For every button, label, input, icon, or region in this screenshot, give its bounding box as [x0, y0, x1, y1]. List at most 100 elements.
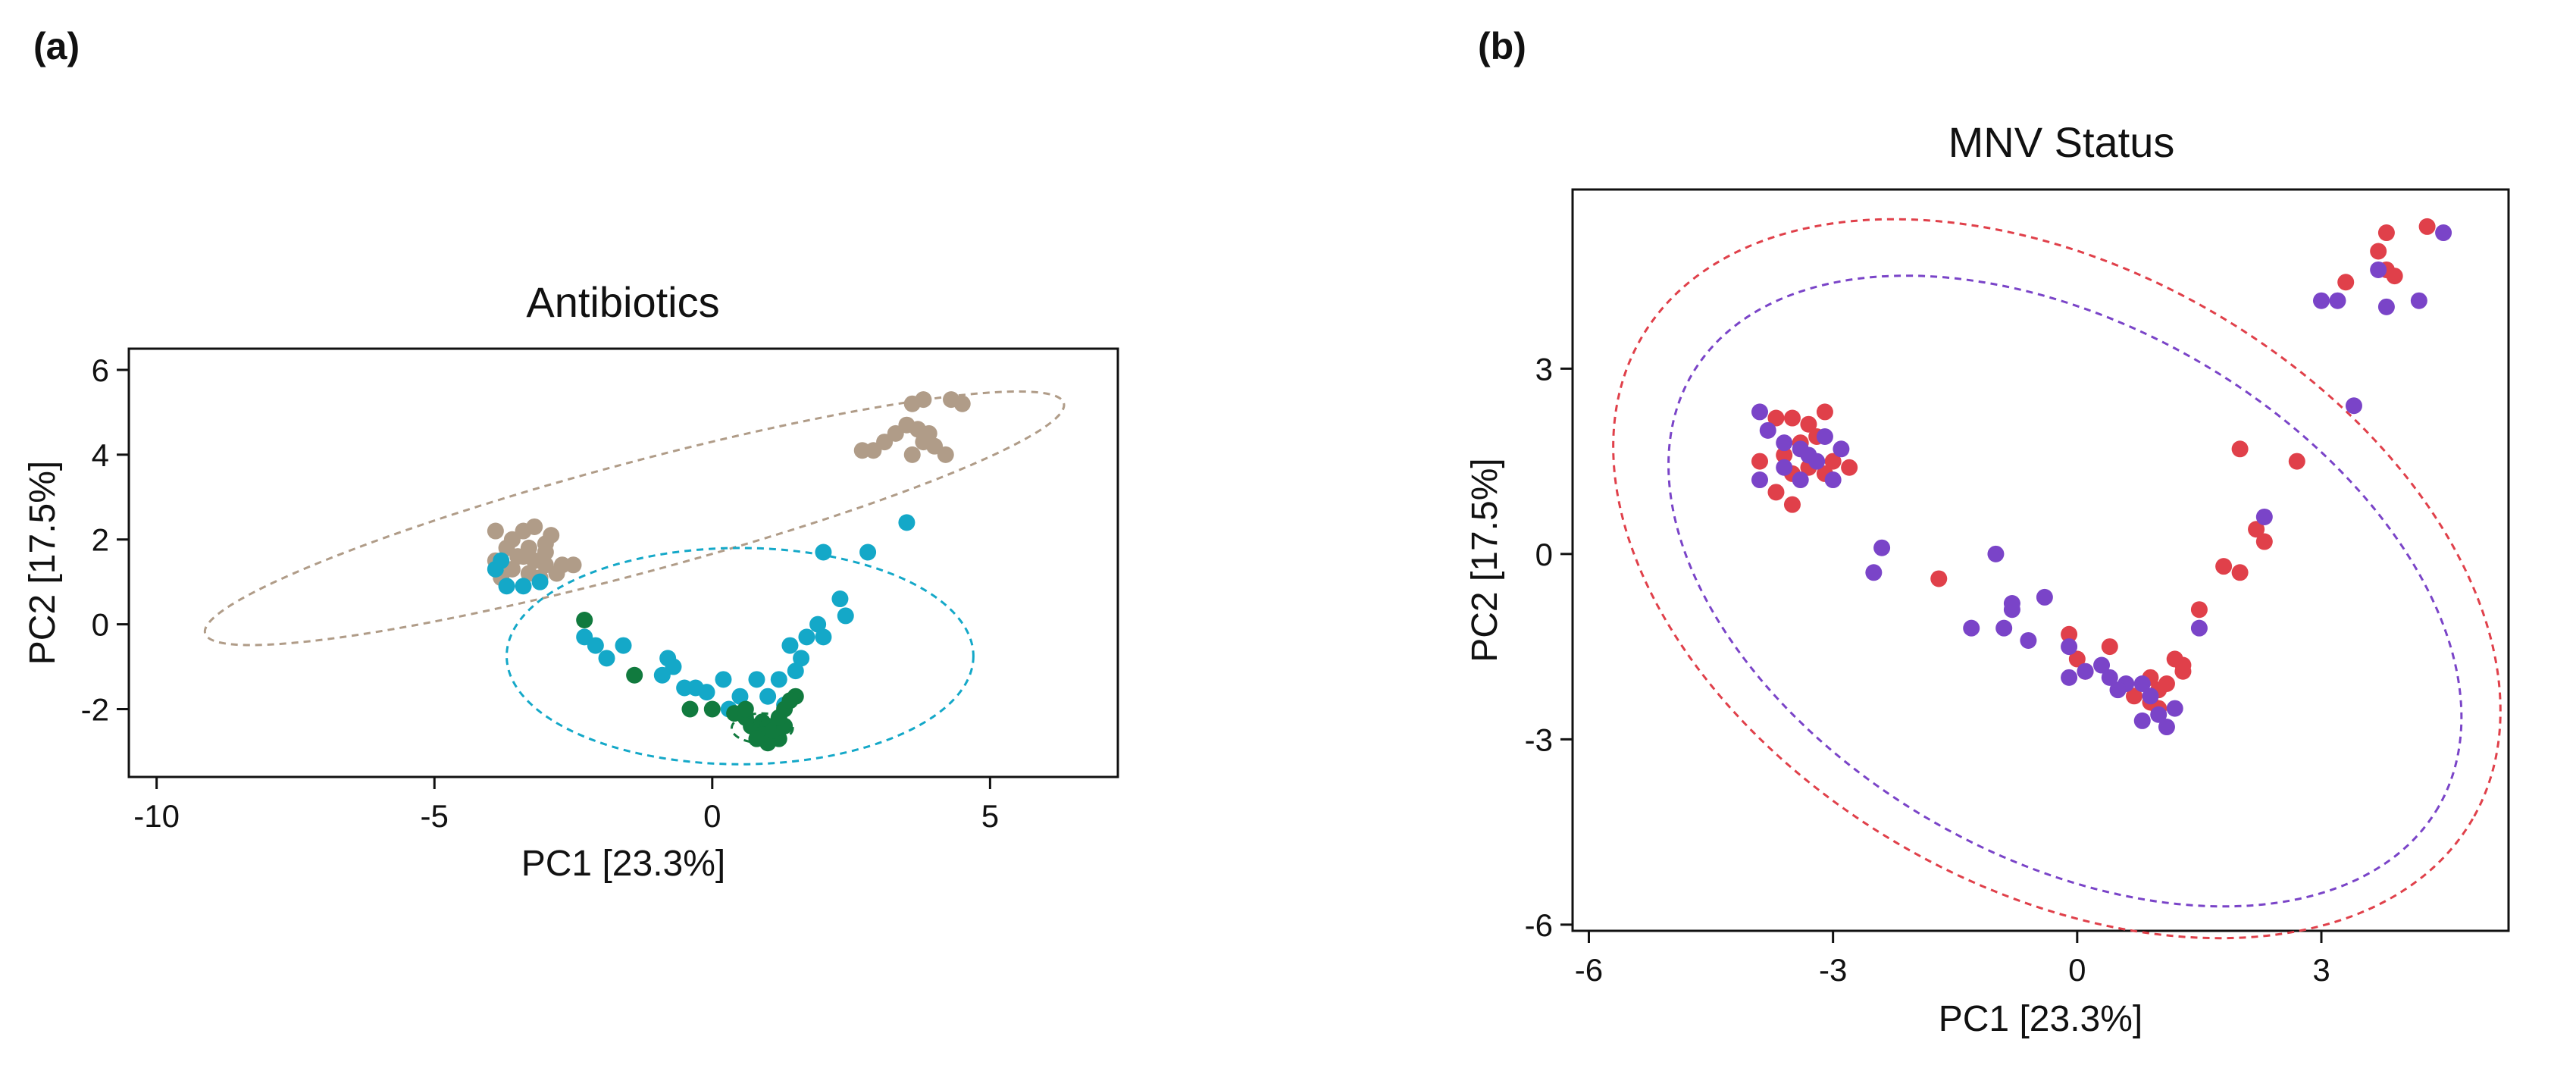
data-point — [2101, 669, 2118, 686]
y-tick-label: -6 — [1525, 907, 1553, 943]
data-point — [537, 543, 554, 561]
series-group-tan — [487, 391, 971, 587]
series-group-purple — [1751, 224, 2452, 736]
data-point — [2215, 558, 2233, 575]
data-point — [2377, 298, 2395, 315]
data-point — [1783, 496, 1801, 513]
data-point — [1824, 471, 1842, 489]
data-point — [2329, 292, 2346, 309]
data-point — [2158, 719, 2175, 736]
data-point — [703, 700, 721, 718]
data-point — [1751, 471, 1768, 489]
x-tick-label: -5 — [421, 798, 449, 834]
data-point — [2190, 601, 2208, 619]
data-point — [1873, 539, 1891, 556]
data-point — [2061, 669, 2078, 686]
data-point — [2077, 662, 2094, 680]
y-tick-label: 0 — [92, 607, 109, 643]
data-point — [770, 671, 787, 688]
data-point — [903, 446, 921, 463]
data-point — [2418, 218, 2436, 235]
data-point — [1759, 421, 1776, 439]
data-point — [748, 730, 765, 747]
data-point — [2109, 681, 2127, 699]
data-point — [793, 650, 810, 667]
data-point — [2020, 631, 2037, 649]
ellipse-red — [1612, 218, 2502, 940]
data-point — [1767, 409, 1785, 427]
data-point — [1776, 459, 1793, 476]
y-tick-label: -3 — [1525, 722, 1553, 757]
data-point — [859, 543, 877, 561]
data-point — [2133, 712, 2151, 729]
data-point — [937, 446, 954, 463]
data-point — [2061, 625, 2078, 643]
data-point — [1841, 459, 1858, 476]
data-point — [615, 637, 632, 654]
data-point — [837, 607, 854, 625]
chart-antibiotics: Antibiotics -10 -5 0 5 -2 0 2 4 6 PC1 [23.3%] PC2 [… — [23, 278, 1119, 884]
x-axis-label: PC1 [23.3%] — [521, 844, 725, 884]
data-point — [2370, 261, 2387, 278]
data-point — [2255, 508, 2273, 525]
data-point — [1792, 471, 1809, 489]
data-point — [2248, 521, 2265, 538]
data-point — [1987, 545, 2005, 562]
data-point — [526, 518, 543, 535]
x-tick-label: -6 — [1575, 952, 1603, 988]
y-axis-label: PC2 [17.5%] — [1465, 458, 1505, 662]
data-point — [487, 522, 504, 540]
data-point — [1800, 415, 1817, 433]
chart-mnv-status: MNV Status -6 -3 0 3 -6 -3 0 3 PC1 [23.3%] PC2 [17… — [1465, 118, 2510, 1039]
data-point — [2166, 700, 2183, 717]
data-point — [2288, 453, 2305, 470]
data-point — [809, 616, 827, 633]
data-point — [2093, 656, 2111, 674]
data-point — [2255, 533, 2273, 550]
data-point — [565, 556, 582, 574]
data-point — [2377, 224, 2395, 242]
data-point — [781, 692, 799, 709]
y-tick-label: 0 — [1535, 537, 1553, 572]
plot-frame — [1571, 188, 2510, 932]
chart-title: Antibiotics — [526, 278, 719, 326]
data-point — [831, 590, 849, 608]
data-point — [1776, 446, 1793, 464]
plot-frame — [127, 347, 1119, 778]
y-axis-label: PC2 [17.5%] — [23, 461, 63, 665]
data-point — [853, 442, 871, 459]
y-tick-label: 3 — [1535, 351, 1553, 387]
data-point — [715, 671, 732, 688]
data-point — [2036, 588, 2053, 606]
data-point — [487, 560, 504, 578]
data-point — [1963, 619, 1980, 637]
panel-b-label: (b) — [1478, 25, 1526, 67]
data-point — [2174, 662, 2192, 680]
data-point — [498, 578, 515, 595]
y-tick-label: 6 — [92, 352, 109, 388]
data-point — [2435, 224, 2452, 242]
data-point — [898, 514, 916, 531]
data-point — [2231, 440, 2249, 458]
data-point — [1930, 570, 1948, 587]
data-point — [1783, 409, 1801, 427]
data-point — [2386, 268, 2403, 285]
data-point — [781, 637, 799, 654]
data-point — [759, 688, 777, 705]
series-group-green — [576, 612, 804, 752]
data-point — [2313, 292, 2330, 309]
data-point — [515, 548, 532, 565]
data-point — [598, 650, 615, 667]
x-tick-label: 5 — [981, 798, 999, 834]
data-point — [548, 565, 565, 582]
ellipse-tan — [203, 390, 1066, 647]
data-point — [2068, 650, 2086, 668]
data-point — [787, 662, 804, 680]
x-tick-label: 0 — [703, 798, 721, 834]
data-point — [815, 628, 832, 646]
data-point — [515, 578, 532, 595]
data-point — [626, 666, 643, 684]
data-point — [2345, 397, 2362, 415]
y-tick-label: -2 — [81, 691, 109, 727]
